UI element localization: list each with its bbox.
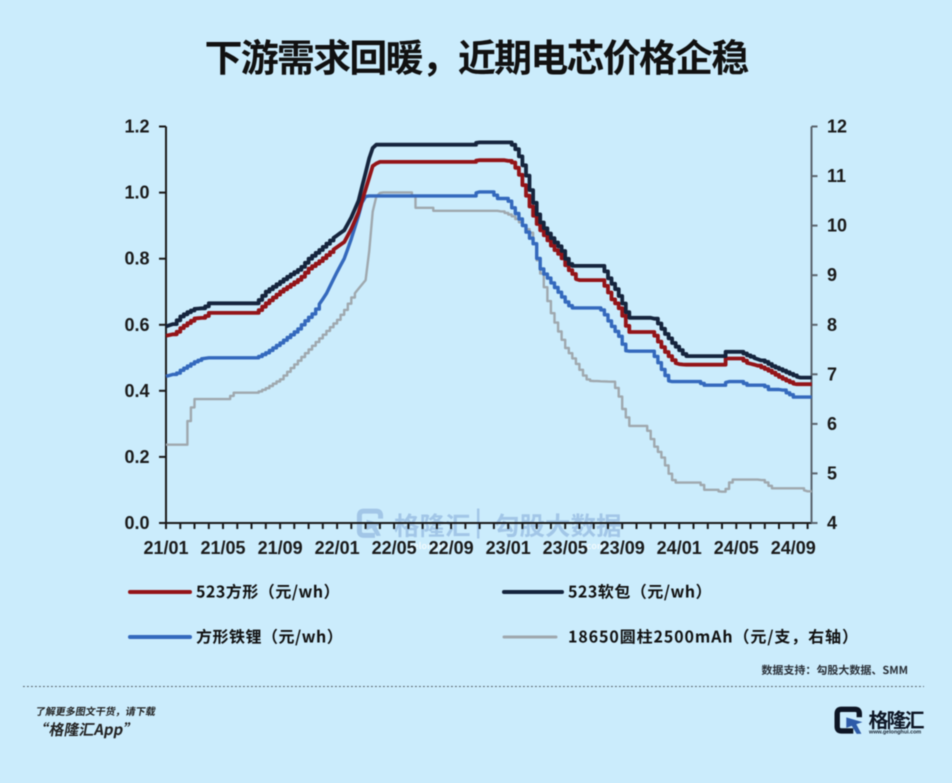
svg-text:8: 8 (827, 315, 837, 335)
svg-text:22/05: 22/05 (372, 538, 417, 558)
svg-text:22/09: 22/09 (429, 538, 474, 558)
svg-text:23/05: 23/05 (543, 538, 588, 558)
svg-text:0.6: 0.6 (124, 315, 149, 335)
svg-text:23/09: 23/09 (600, 538, 645, 558)
svg-text:11: 11 (827, 166, 846, 186)
svg-text:0.4: 0.4 (124, 381, 149, 401)
svg-text:21/09: 21/09 (258, 538, 303, 558)
svg-text:1.2: 1.2 (124, 117, 149, 137)
svg-text:7: 7 (827, 364, 837, 384)
svg-text:22/01: 22/01 (315, 538, 360, 558)
svg-text:9: 9 (827, 265, 837, 285)
svg-text:12: 12 (827, 117, 847, 137)
svg-text:21/05: 21/05 (200, 538, 245, 558)
svg-text:5: 5 (827, 463, 837, 483)
svg-text:10: 10 (827, 216, 847, 236)
svg-text:21/01: 21/01 (143, 538, 188, 558)
svg-text:0.2: 0.2 (124, 447, 149, 467)
svg-text:24/09: 24/09 (771, 538, 816, 558)
svg-text:0.0: 0.0 (124, 513, 149, 533)
svg-text:24/05: 24/05 (714, 538, 759, 558)
svg-text:6: 6 (827, 414, 837, 434)
svg-text:24/01: 24/01 (657, 538, 702, 558)
svg-text:23/01: 23/01 (486, 538, 531, 558)
svg-text:1.0: 1.0 (124, 183, 149, 203)
svg-text:4: 4 (827, 513, 837, 533)
svg-text:www.gelonghui.com: www.gelonghui.com (868, 730, 921, 736)
svg-text:0.8: 0.8 (124, 249, 149, 269)
